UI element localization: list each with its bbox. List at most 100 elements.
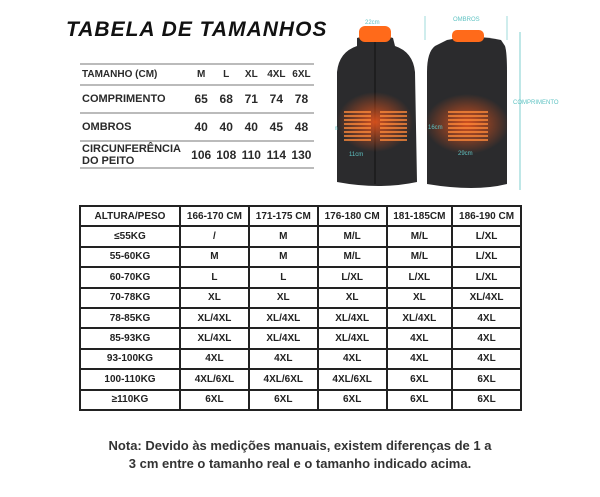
size-cell: 6XL [451, 388, 522, 411]
front-vest-image: 22cm 14cm 11cm [335, 20, 417, 186]
page-title: TABELA DE TAMANHOS [66, 18, 328, 41]
row-label: ≥110KG [79, 388, 181, 411]
size-cell: 4XL [451, 347, 522, 371]
row-label: 100-110KG [79, 368, 181, 391]
size-cell: 6XL [316, 388, 388, 411]
back-height-label: 16cm [428, 125, 443, 131]
note-line: Nota: Devido às medições manuais, existe… [108, 438, 492, 453]
length-label: COMPRIMENTO [513, 100, 559, 106]
back-shoulders-label: OMBROS [453, 17, 480, 23]
size-cell: XL [179, 286, 250, 309]
vest-diagram: 22cm 14cm 11cm OMBROS 16cm 29cm COMPRIME… [335, 16, 559, 190]
row-label: 60-70KG [79, 266, 181, 289]
table-row: 70-78KG XL XL XL XL XL/4XL [79, 286, 522, 309]
value-cell: 68 [213, 85, 239, 114]
size-cell: 6XL [179, 388, 250, 411]
size-cell: L/XL [451, 266, 522, 289]
size-cell: 6XL [385, 388, 454, 411]
table-row: 100-110KG 4XL/6XL 4XL/6XL 4XL/6XL 6XL 6XL [79, 368, 522, 391]
size-cell: XL/4XL [247, 306, 319, 330]
table-row: 55-60KG M M M/L M/L L/XL [79, 245, 522, 269]
table-row: 78-85KG XL/4XL XL/4XL XL/4XL XL/4XL 4XL [79, 306, 522, 330]
size-cell: M/L [316, 245, 388, 269]
size-cell: 4XL [385, 347, 454, 371]
row-label-line: CIRCUNFERÊNCIA [82, 142, 181, 155]
measurements-row: COMPRIMENTO 65 68 71 74 78 [80, 85, 314, 114]
size-cell: 4XL/6XL [247, 368, 319, 391]
row-label: COMPRIMENTO [80, 85, 189, 114]
size-cell: 4XL [451, 306, 522, 330]
value-cell: 65 [188, 85, 214, 114]
value-cell: 114 [263, 141, 289, 169]
value-cell: 40 [213, 113, 239, 142]
size-cell: 4XL/6XL [316, 368, 388, 391]
size-cell: XL/4XL [247, 327, 319, 350]
size-cell: 6XL [451, 368, 522, 391]
size-cell: XL/4XL [316, 306, 388, 330]
header-cell: L [213, 63, 239, 86]
header-cell: 4XL [263, 63, 289, 86]
measurements-header-row: TAMANHO (CM) M L XL 4XL 6XL [80, 63, 314, 86]
header-cell: 166-170 CM [179, 204, 250, 228]
size-cell: M [179, 245, 250, 269]
size-cell: 6XL [247, 388, 319, 411]
value-cell: 130 [288, 141, 314, 169]
header-cell: 6XL [288, 63, 314, 86]
value-cell: 40 [188, 113, 214, 142]
size-cell: 4XL [385, 327, 454, 350]
size-cell: XL/4XL [451, 286, 522, 309]
size-cell: L/XL [451, 245, 522, 269]
size-grid-table: ALTURA/PESO 166-170 CM 171-175 CM 176-18… [79, 204, 522, 411]
size-cell: 4XL [247, 347, 319, 371]
note-line: 3 cm entre o tamanho real e o tamanho in… [128, 456, 472, 471]
front-height-label: 14cm [335, 126, 338, 132]
size-cell: XL/4XL [316, 327, 388, 350]
size-cell: XL [247, 286, 319, 309]
size-grid-header-row: ALTURA/PESO 166-170 CM 171-175 CM 176-18… [79, 204, 522, 228]
size-cell: M/L [385, 225, 454, 248]
size-cell: 4XL/6XL [179, 368, 250, 391]
value-cell: 40 [238, 113, 264, 142]
table-row: ≥110KG 6XL 6XL 6XL 6XL 6XL [79, 388, 522, 411]
value-cell: 74 [263, 85, 289, 114]
size-cell: M/L [316, 225, 388, 248]
size-cell: M/L [385, 245, 454, 269]
size-cell: L/XL [451, 225, 522, 248]
table-row: 60-70KG L L L/XL L/XL L/XL [79, 266, 522, 289]
size-cell: L [179, 266, 250, 289]
value-cell: 110 [238, 141, 264, 169]
front-width-label: 11cm [349, 152, 363, 158]
header-cell: ALTURA/PESO [79, 204, 181, 228]
value-cell: 78 [288, 85, 314, 114]
size-cell: M [247, 225, 319, 248]
header-cell: 181-185CM [385, 204, 454, 228]
row-label: 55-60KG [79, 245, 181, 269]
row-label-line: DO PEITO [82, 154, 135, 167]
size-cell: 6XL [385, 368, 454, 391]
header-cell: M [188, 63, 214, 86]
row-label: OMBROS [80, 113, 189, 142]
back-width-label: 29cm [458, 151, 473, 157]
back-vest-image: OMBROS 16cm 29cm COMPRIMENTO [424, 16, 559, 190]
size-cell: L/XL [385, 266, 454, 289]
measurements-row: OMBROS 40 40 40 45 48 [80, 113, 314, 142]
row-label: 85-93KG [79, 327, 181, 350]
value-cell: 108 [213, 141, 239, 169]
size-cell: XL/4XL [385, 306, 454, 330]
measurements-table: TAMANHO (CM) M L XL 4XL 6XL COMPRIMENTO … [80, 63, 314, 169]
size-cell: 4XL [316, 347, 388, 371]
header-cell: 176-180 CM [316, 204, 388, 228]
row-label: 78-85KG [79, 306, 181, 330]
value-cell: 106 [188, 141, 214, 169]
size-cell: XL [385, 286, 454, 309]
size-cell: L [247, 266, 319, 289]
header-cell: TAMANHO (CM) [80, 63, 189, 86]
size-cell: M [247, 245, 319, 269]
measurements-row: CIRCUNFERÊNCIA DO PEITO 106 108 110 114 1… [80, 141, 314, 169]
table-row: 93-100KG 4XL 4XL 4XL 4XL 4XL [79, 347, 522, 371]
front-collar-label: 22cm [365, 20, 380, 26]
size-cell: XL/4XL [179, 306, 250, 330]
size-cell: 4XL [451, 327, 522, 350]
row-label: 93-100KG [79, 347, 181, 371]
size-cell: 4XL [179, 347, 250, 371]
